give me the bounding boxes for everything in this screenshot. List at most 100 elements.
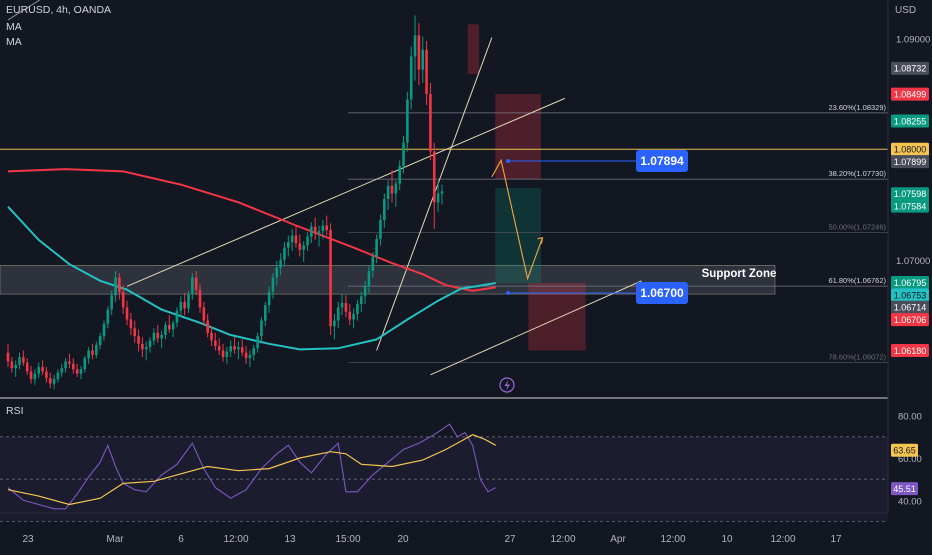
candle-6 bbox=[29, 365, 33, 384]
ma-indicator-label-1[interactable]: MA bbox=[6, 21, 22, 33]
candle-body bbox=[217, 346, 221, 351]
price-axis-label-8[interactable]: 1.06753 bbox=[891, 288, 929, 302]
rsi-indicator-label[interactable]: RSI bbox=[6, 405, 24, 417]
price-axis-label-5[interactable]: 1.07598 bbox=[891, 187, 929, 201]
candle-14 bbox=[60, 363, 64, 377]
target-low-dot bbox=[506, 290, 510, 295]
candle-35 bbox=[141, 337, 144, 358]
price-axis-label-7[interactable]: 1.06795 bbox=[891, 275, 929, 289]
price-axis-label-text: 1.06706 bbox=[894, 315, 927, 325]
candle-37 bbox=[148, 337, 152, 353]
candle-body bbox=[121, 291, 125, 308]
candle-105 bbox=[409, 46, 413, 110]
candle-41 bbox=[164, 321, 167, 340]
price-axis-label-6[interactable]: 1.07584 bbox=[891, 199, 929, 213]
candle-79 bbox=[310, 222, 313, 244]
candle-body bbox=[60, 368, 64, 373]
fib-label-1: 38.20%(1.07730) bbox=[828, 169, 886, 178]
candle-body bbox=[294, 235, 298, 244]
candle-body bbox=[402, 142, 405, 166]
trend-line-upper-channel[interactable] bbox=[126, 97, 565, 287]
candle-69 bbox=[271, 273, 275, 299]
price-axis-label-2[interactable]: 1.08255 bbox=[891, 114, 929, 128]
lower-stop-box[interactable] bbox=[528, 283, 586, 351]
price-axis-label-bg bbox=[891, 199, 929, 213]
price-axis-label-11[interactable]: 1.06180 bbox=[891, 343, 929, 357]
price-axis-label-bg bbox=[891, 343, 929, 357]
price-pane[interactable]: 23.60%(1.08329) 38.20%(1.07730) 50.00%(1.0… bbox=[0, 0, 888, 390]
candle-body bbox=[137, 336, 140, 344]
price-axis-label-0[interactable]: 1.08732 bbox=[891, 61, 929, 75]
candle-body bbox=[152, 332, 156, 341]
candle-29 bbox=[118, 273, 121, 300]
candle-28 bbox=[114, 270, 117, 302]
candle-23 bbox=[95, 341, 98, 359]
candle-body bbox=[329, 229, 332, 327]
candle-body bbox=[440, 191, 444, 194]
candle-33 bbox=[133, 320, 137, 343]
rsi-pane[interactable] bbox=[0, 423, 888, 522]
fib-label-3: 61.80%(1.06762) bbox=[828, 276, 886, 285]
candle-body bbox=[321, 225, 325, 232]
target-low-badge-bg bbox=[636, 281, 688, 304]
candle-body bbox=[406, 99, 409, 143]
trend-line-top-left-diagonal[interactable] bbox=[7, 0, 150, 21]
candle-body bbox=[367, 270, 371, 287]
candle-body bbox=[52, 379, 56, 384]
price-axis-label-bg bbox=[891, 155, 929, 169]
time-axis-tick-3: 12:00 bbox=[223, 534, 248, 545]
candle-77 bbox=[302, 241, 305, 263]
candle-body bbox=[302, 245, 305, 250]
candle-body bbox=[379, 220, 382, 239]
candle-59 bbox=[233, 337, 236, 354]
price-axis-label-text: 1.06714 bbox=[894, 303, 927, 313]
rsi-value-label-text: 45.51 bbox=[893, 484, 916, 494]
price-axis-label-text: 1.07899 bbox=[894, 157, 927, 167]
ma-indicator-label-2[interactable]: MA bbox=[6, 36, 22, 48]
candle-88 bbox=[344, 295, 348, 318]
candle-39 bbox=[156, 325, 160, 343]
price-axis-label-4[interactable]: 1.07899 bbox=[891, 155, 929, 169]
candle-89 bbox=[348, 304, 352, 326]
price-axis-label-10[interactable]: 1.06706 bbox=[891, 313, 929, 327]
rsi-value-label-0[interactable]: 63.65 bbox=[891, 443, 918, 457]
candle-body bbox=[164, 325, 167, 335]
target-high-badge[interactable]: 1.07894 bbox=[636, 149, 688, 172]
candle-body bbox=[25, 362, 29, 372]
rsi-value-label-1[interactable]: 45.51 bbox=[891, 482, 918, 496]
price-axis-label-text: 1.06753 bbox=[894, 290, 927, 300]
projection-path[interactable] bbox=[491, 158, 544, 281]
candle-27 bbox=[110, 290, 113, 316]
candle-body bbox=[252, 348, 256, 355]
upper-stop-box[interactable] bbox=[495, 93, 541, 180]
candle-66 bbox=[260, 317, 263, 342]
candle-body bbox=[356, 304, 359, 314]
price-axis-label-text: 1.08255 bbox=[894, 116, 927, 126]
candle-body bbox=[110, 295, 113, 310]
candle-body bbox=[75, 369, 79, 374]
price-axis-label-9[interactable]: 1.06714 bbox=[891, 300, 929, 314]
trend-line-lower-channel[interactable] bbox=[430, 280, 642, 376]
candle-body bbox=[359, 296, 363, 305]
candle-4 bbox=[22, 350, 25, 366]
price-axis-label-3[interactable]: 1.08000 bbox=[891, 142, 929, 156]
candle-56 bbox=[221, 343, 225, 362]
candle-99 bbox=[386, 180, 390, 211]
candle-body bbox=[283, 247, 286, 260]
price-axis-tick-1: 1.07000 bbox=[896, 256, 930, 267]
candle-body bbox=[41, 367, 44, 372]
price-axis-label-text: 1.08499 bbox=[894, 89, 927, 99]
candle-body bbox=[237, 347, 240, 350]
candle-body bbox=[333, 320, 336, 327]
candle-body bbox=[413, 35, 417, 57]
target-low-badge[interactable]: 1.06700 bbox=[636, 281, 688, 304]
candle-52 bbox=[206, 313, 209, 338]
price-axis-label-1[interactable]: 1.08499 bbox=[891, 87, 929, 101]
lightning-icon[interactable] bbox=[499, 377, 515, 393]
candle-110 bbox=[429, 82, 432, 161]
candle-body bbox=[33, 373, 37, 380]
top-red-box[interactable] bbox=[467, 24, 480, 75]
candle-body bbox=[267, 291, 271, 306]
